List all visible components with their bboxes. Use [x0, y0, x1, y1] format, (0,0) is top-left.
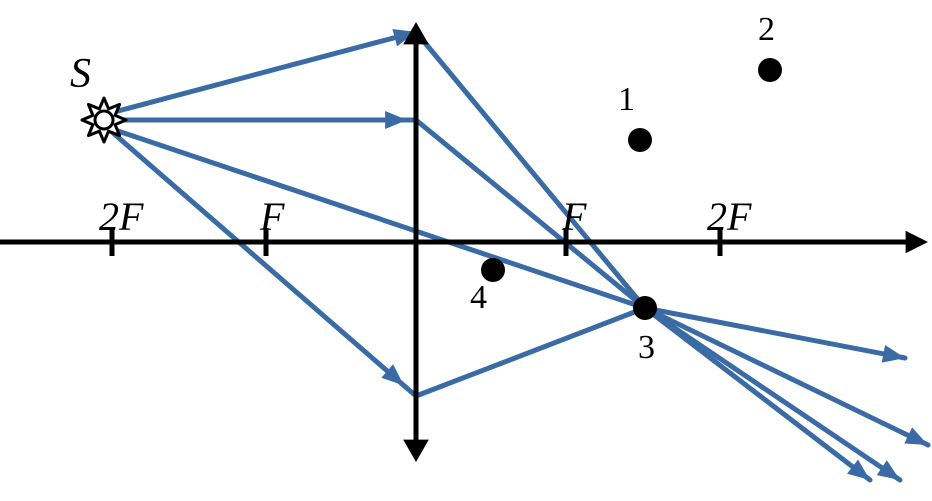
point-label-3: 3 — [638, 329, 655, 366]
light-source: S — [70, 51, 126, 142]
point-3 — [633, 296, 657, 320]
ray-group — [112, 29, 928, 480]
focal-label: 2F — [707, 194, 752, 239]
source-center — [95, 111, 113, 129]
ray-segment — [416, 308, 645, 396]
point-label-2: 2 — [758, 11, 775, 48]
ray-segment — [416, 120, 645, 308]
point-1 — [628, 128, 652, 152]
source-label: S — [70, 51, 91, 97]
focal-label: F — [259, 194, 285, 239]
ray-segment — [645, 308, 870, 480]
ray-segment — [118, 32, 416, 111]
focal-label: 2F — [99, 194, 144, 239]
point-2 — [758, 58, 782, 82]
point-label-4: 4 — [470, 279, 487, 316]
ray-segment — [645, 308, 928, 445]
point-label-1: 1 — [618, 81, 635, 118]
ray-segment — [416, 32, 645, 308]
focal-label: F — [561, 194, 587, 239]
ray-segment — [112, 132, 416, 396]
